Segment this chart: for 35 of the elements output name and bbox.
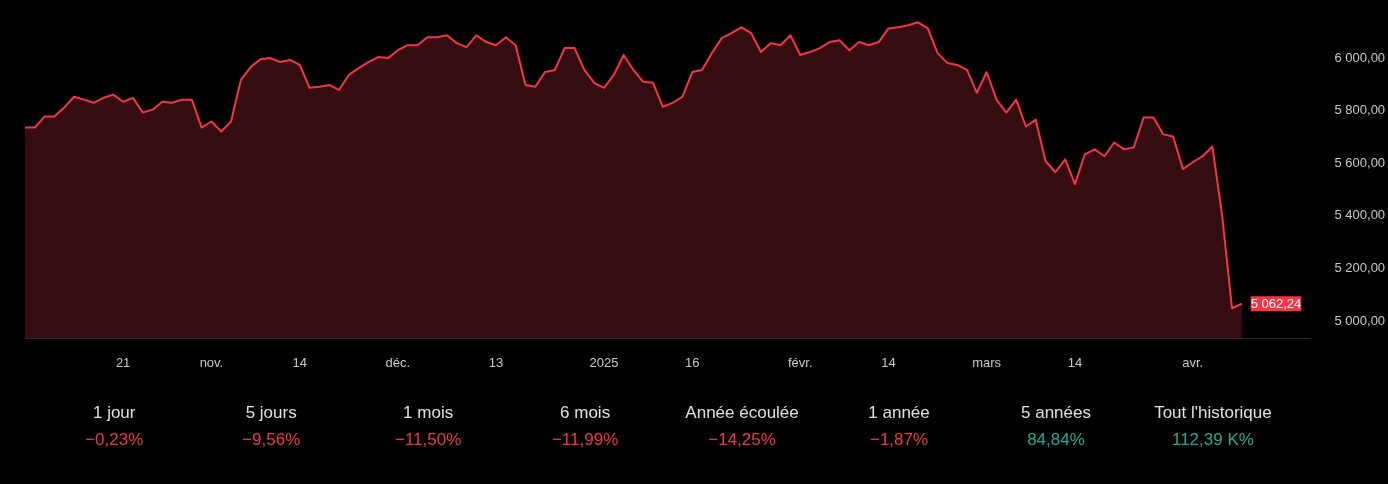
x-tick-label: 21 — [115, 354, 131, 370]
text: −9,56% — [242, 429, 301, 449]
y-tick-label: 5 000,00 — [1334, 312, 1386, 328]
y-tick-label: 5 200,00 — [1334, 259, 1386, 275]
text: 1 année — [868, 403, 930, 423]
x-tick-label: 16 — [685, 354, 700, 370]
text: 5 années — [1021, 403, 1091, 423]
y-tick-label: 5 600,00 — [1334, 154, 1386, 170]
text: −11,50% — [394, 429, 462, 449]
text: 112,39 K% — [1171, 429, 1254, 449]
text: −0,23% — [85, 429, 144, 449]
text: 5 jours — [245, 403, 297, 423]
x-tick-label: nov. — [199, 354, 224, 370]
x-tick-label: mars — [972, 354, 1002, 370]
y-tick-label: 5 800,00 — [1334, 102, 1386, 118]
text: 6 mois — [560, 403, 611, 423]
x-tick-label: 13 — [488, 354, 504, 370]
x-tick-label: 14 — [292, 354, 307, 370]
y-tick-label: 5 400,00 — [1334, 207, 1386, 223]
text: −1,87% — [869, 429, 929, 449]
text: Année écoulée — [685, 403, 799, 423]
text: Tout l'historique — [1154, 403, 1272, 423]
y-tick-label: 6 000,00 — [1334, 49, 1386, 65]
text: 5 062,24 — [1250, 296, 1302, 312]
x-tick-label: déc. — [385, 354, 411, 370]
x-tick-label: 14 — [1067, 354, 1083, 370]
x-tick-label: 14 — [881, 354, 896, 370]
text: 1 mois — [403, 403, 454, 423]
text: −14,25% — [708, 429, 776, 449]
text: 84,84% — [1027, 429, 1085, 449]
text: −11,99% — [551, 429, 619, 449]
x-tick-label: avr. — [1182, 354, 1204, 370]
x-tick-label: févr. — [787, 354, 813, 370]
text: 1 jour — [92, 403, 136, 423]
x-tick-label: 2025 — [589, 354, 619, 370]
